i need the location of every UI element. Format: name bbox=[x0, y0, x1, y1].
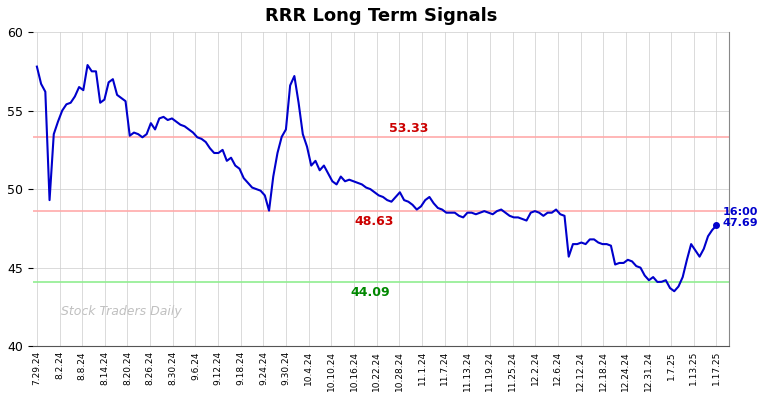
Text: Stock Traders Daily: Stock Traders Daily bbox=[60, 305, 181, 318]
Text: 44.09: 44.09 bbox=[350, 286, 390, 299]
Text: 48.63: 48.63 bbox=[355, 215, 394, 228]
Text: 53.33: 53.33 bbox=[389, 122, 428, 135]
Title: RRR Long Term Signals: RRR Long Term Signals bbox=[265, 7, 497, 25]
Text: 16:00
47.69: 16:00 47.69 bbox=[723, 207, 758, 228]
